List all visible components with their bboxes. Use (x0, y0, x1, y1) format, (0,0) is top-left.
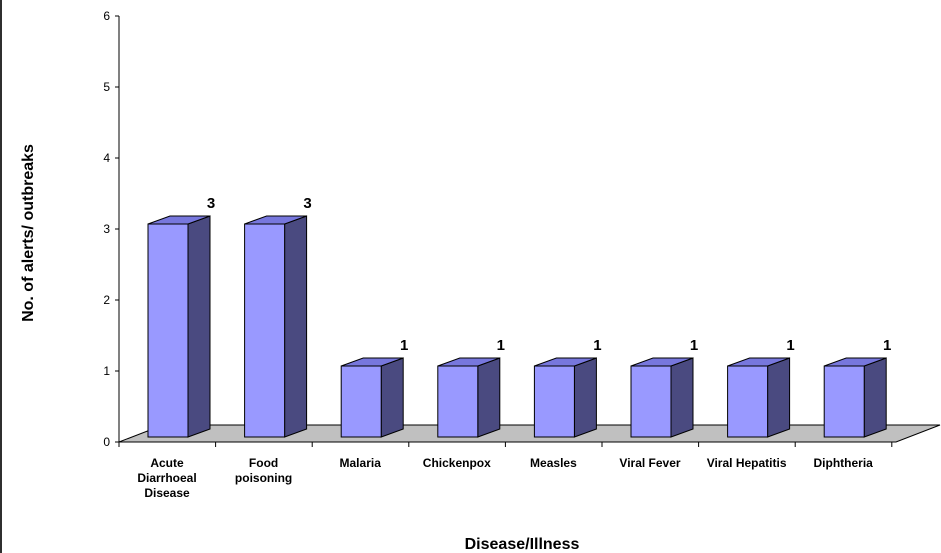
x-category-label-line: poisoning (235, 471, 292, 485)
y-tick-label: 5 (103, 80, 110, 94)
bar-front (437, 365, 479, 438)
data-label: 1 (883, 337, 891, 354)
bar-side (767, 357, 791, 438)
x-category-label-line: Acute (150, 456, 184, 470)
floor-plane (118, 424, 941, 443)
bar (437, 357, 501, 438)
y-tick-label: 2 (103, 293, 110, 307)
bar (340, 357, 404, 438)
bar-front (630, 365, 672, 438)
x-category-label: Diphtheria (814, 456, 874, 470)
x-category-label-line: Chickenpox (423, 456, 491, 470)
bar-side (477, 357, 501, 438)
bar-side (863, 357, 887, 438)
data-label: 1 (690, 337, 698, 354)
x-category-label: Viral Hepatitis (707, 456, 787, 470)
data-label: 3 (207, 195, 215, 212)
data-label: 1 (786, 337, 794, 354)
bar-side (187, 215, 211, 438)
bar (147, 215, 211, 438)
y-axis-title: No. of alerts/ outbreaks (20, 144, 37, 322)
x-category-label: Food poisoning (235, 456, 292, 485)
bar-side (670, 357, 694, 438)
x-category-label-line: Malaria (340, 456, 382, 470)
data-label: 1 (497, 337, 505, 354)
x-category-label: Acute Diarrhoeal Disease (137, 456, 196, 500)
x-category-label: Chickenpox (423, 456, 491, 470)
x-category-label: Viral Fever (619, 456, 680, 470)
bar (244, 215, 308, 438)
data-label: 1 (593, 337, 601, 354)
x-category-label: Malaria (340, 456, 382, 470)
bar (727, 357, 791, 438)
x-category-label-line: Diphtheria (814, 456, 874, 470)
bar-front (727, 365, 769, 438)
y-tick-label: 0 (103, 435, 110, 449)
bar-front (244, 223, 286, 438)
bar-front (823, 365, 865, 438)
x-category-label: Measles (530, 456, 577, 470)
bar-front (147, 223, 189, 438)
x-category-label-line: Viral Fever (619, 456, 680, 470)
x-category-label-line: Diarrhoeal (137, 471, 196, 485)
bar (533, 357, 597, 438)
bar (823, 357, 887, 438)
bar-side (380, 357, 404, 438)
x-category-label-line: Measles (530, 456, 577, 470)
x-category-label-line: Viral Hepatitis (707, 456, 787, 470)
data-label: 3 (303, 195, 311, 212)
y-tick-label: 4 (103, 151, 110, 165)
bar-side (573, 357, 597, 438)
y-tick-label: 6 (103, 9, 110, 23)
x-axis-title: Disease/Illness (465, 536, 580, 553)
bar-front (533, 365, 575, 438)
data-label: 1 (400, 337, 408, 354)
x-category-label-line: Disease (144, 486, 190, 500)
y-tick-label: 1 (103, 364, 110, 378)
bar-front (340, 365, 382, 438)
x-category-label-line: Food (249, 456, 278, 470)
bar-side (284, 215, 308, 438)
y-tick-label: 3 (103, 222, 110, 236)
bar (630, 357, 694, 438)
